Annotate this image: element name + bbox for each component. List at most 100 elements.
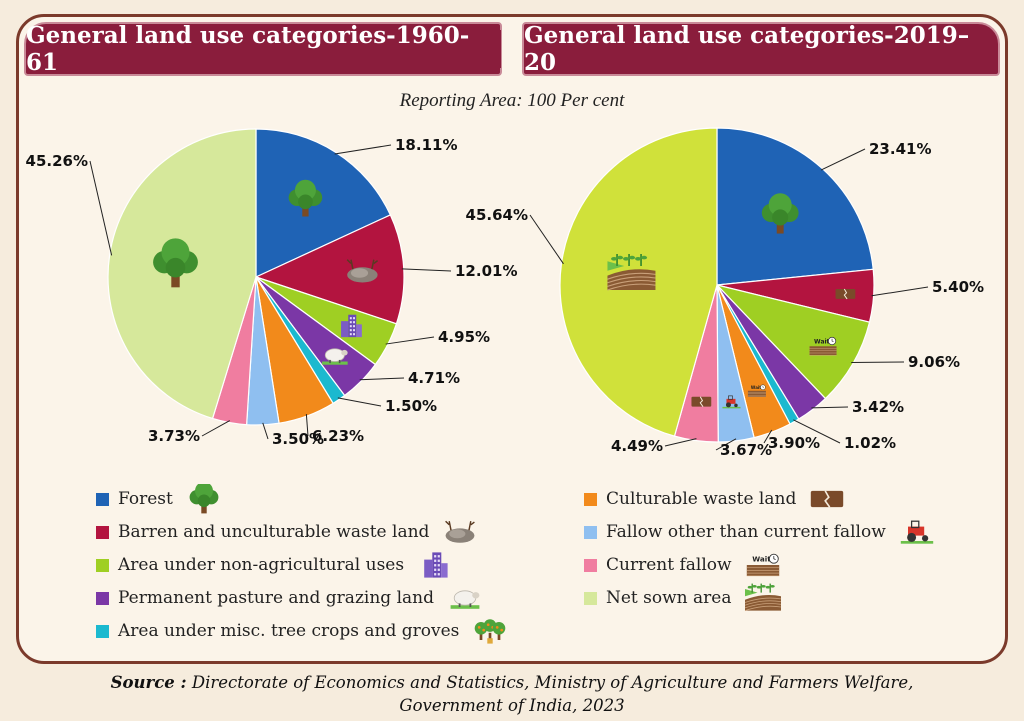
source-line-1: Directorate of Economics and Statistics,… <box>191 673 914 692</box>
cracked-land-icon <box>811 490 844 508</box>
leader-line <box>337 397 382 407</box>
leader-line <box>871 286 929 297</box>
building-icon <box>341 314 362 338</box>
pie-label: 23.41% <box>869 140 931 158</box>
legend-swatch <box>96 558 109 572</box>
pie-1960-61: 18.11% 12.01% 4.95% 4.71% 1.50% 6.23%3.50% 3.7… <box>26 128 517 448</box>
legend-label: Culturable waste land <box>606 489 797 509</box>
legend-label: Barren and unculturable waste land <box>118 522 430 542</box>
leader-line <box>763 429 773 444</box>
pie-label: 3.50% <box>272 430 324 448</box>
legend-swatch <box>96 525 109 539</box>
wait-text: Wait <box>752 554 771 563</box>
pie-slice <box>255 128 392 278</box>
pie-label: 9.06% <box>908 353 960 371</box>
legend-item: Fallow other than current fallow <box>584 517 940 547</box>
wait-text: Wait <box>751 385 761 390</box>
pie-label: 3.42% <box>852 398 904 416</box>
legend-item: Net sown area <box>584 583 786 613</box>
leader-line <box>820 148 866 171</box>
legend-label: Permanent pasture and grazing land <box>118 588 434 608</box>
sown-field-icon <box>744 583 781 611</box>
pie-icons: Wait Wait <box>153 179 856 409</box>
leader-line <box>851 361 905 364</box>
leader-line <box>89 160 113 256</box>
source-line-2: Government of India, 2023 <box>399 696 625 715</box>
legend-item: Area under non-agricultural uses <box>96 550 458 580</box>
pie-2019-20: 23.41% 5.40% 9.06% 3.42% 1.02% 3.90%3.67% 4.49… <box>466 127 984 459</box>
rock-icon <box>445 520 476 543</box>
legend-item: Permanent pasture and grazing land <box>96 583 488 613</box>
pie-label: 3.67% <box>720 441 772 459</box>
leader-line <box>529 214 564 265</box>
pie-label: 3.73% <box>148 427 200 445</box>
legend-swatch <box>96 492 109 506</box>
pie-label: 5.40% <box>932 278 984 296</box>
leader-line <box>715 438 737 451</box>
wait-field-icon: Wait <box>809 336 837 356</box>
pie-label: 18.11% <box>395 136 457 154</box>
leader-line <box>359 377 405 381</box>
groves-icon <box>475 619 506 644</box>
tree-icon <box>761 193 799 234</box>
leader-line <box>201 420 231 437</box>
sown-field-icon <box>607 253 656 291</box>
wait-field-icon: Wait <box>747 384 766 397</box>
leader-line <box>334 144 392 155</box>
leader-line <box>401 268 452 272</box>
leader-line <box>811 406 849 409</box>
pie-label: 45.64% <box>466 206 528 224</box>
pie-slice <box>715 283 871 400</box>
rock-icon <box>346 259 379 283</box>
pie-label: 12.01% <box>455 262 517 280</box>
right-chart-title: General land use categories-2019–20 <box>522 22 1000 76</box>
pie-label: 4.49% <box>611 437 663 455</box>
legend-swatch <box>584 525 597 539</box>
pie-label: 3.90% <box>768 434 820 452</box>
cracked-land-icon <box>835 288 856 300</box>
leader-line <box>262 422 269 440</box>
wait-text: Wait <box>814 338 830 345</box>
legend-item: Forest <box>96 484 227 514</box>
source-note: Source : Directorate of Economics and St… <box>0 671 1024 717</box>
leader-line <box>385 336 435 345</box>
legend-swatch <box>96 591 109 605</box>
tractor-icon <box>722 395 741 409</box>
source-prefix: Source : <box>110 673 187 692</box>
legend-label: Current fallow <box>606 555 732 575</box>
pie-label: 45.26% <box>26 152 88 170</box>
building-icon <box>424 552 448 578</box>
wait-field-icon: Wait <box>746 553 779 577</box>
reporting-area-subtitle: Reporting Area: 100 Per cent <box>399 90 625 111</box>
pie-label: 1.02% <box>844 434 896 452</box>
legend-item: Barren and unculturable waste land <box>96 517 483 547</box>
legend-swatch <box>584 492 597 506</box>
tree-icon <box>288 179 323 217</box>
legend-item: Culturable waste land <box>584 484 850 514</box>
legend-swatch <box>584 591 597 605</box>
legend-item: Current fallow Wait <box>584 550 786 580</box>
legend-item: Area under misc. tree crops and groves <box>96 616 513 646</box>
legend-label: Fallow other than current fallow <box>606 522 886 542</box>
legend-swatch <box>96 624 109 638</box>
pie-label: 1.50% <box>385 397 437 415</box>
legend-label: Area under misc. tree crops and groves <box>118 621 460 641</box>
legend-label: Area under non-agricultural uses <box>118 555 405 575</box>
pie-label: 4.95% <box>438 328 490 346</box>
tree-icon <box>153 238 198 288</box>
legend-label: Net sown area <box>606 588 732 608</box>
left-chart-title: General land use categories-1960-61 <box>24 22 502 76</box>
tractor-icon <box>900 520 933 544</box>
cracked-land-icon <box>691 396 712 407</box>
leader-line <box>305 414 309 437</box>
sheep-icon <box>322 348 348 365</box>
legend-label: Forest <box>118 489 173 509</box>
sheep-icon <box>450 590 480 609</box>
leader-line <box>664 438 697 447</box>
pie-label: 4.71% <box>408 369 460 387</box>
pie-label: 6.23% <box>312 427 364 445</box>
leader-line <box>793 419 841 444</box>
legend-swatch <box>584 558 597 572</box>
tree-icon <box>189 484 219 514</box>
